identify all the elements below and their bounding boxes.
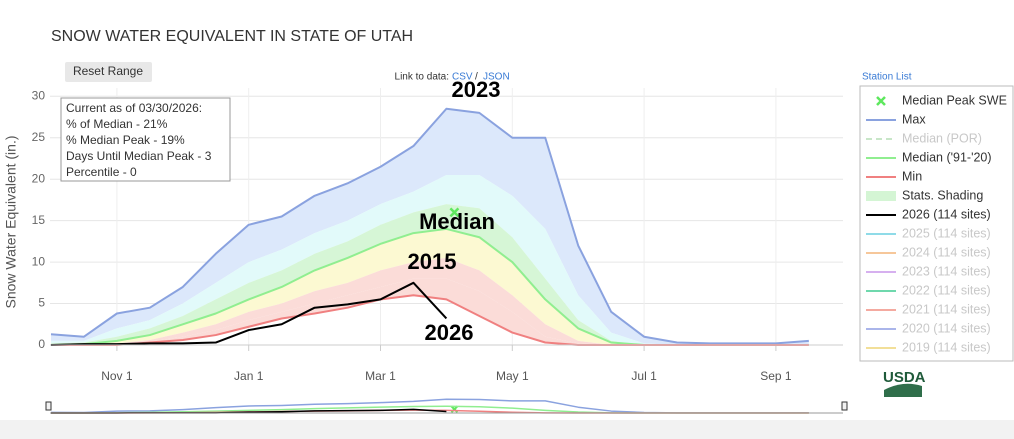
y-tick-label: 25 (32, 130, 46, 144)
link-json[interactable]: JSON (483, 72, 510, 83)
legend-marker (876, 96, 886, 106)
legend-label: 2024 (114 sites) (902, 245, 991, 259)
legend-label: 2021 (114 sites) (902, 302, 991, 316)
station-list[interactable]: Station List (862, 72, 912, 83)
annotation: 2026 (425, 320, 474, 345)
legend-label: Max (902, 112, 926, 126)
link-csv[interactable]: CSV (452, 72, 473, 83)
shading-band (51, 228, 809, 345)
series-line (50, 281, 448, 346)
legend-label: 2023 (114 sites) (902, 264, 991, 278)
legend-label: Median Peak SWE (902, 93, 1007, 107)
legend-label: 2020 (114 sites) (902, 321, 991, 335)
annotation: Median (419, 209, 495, 234)
y-tick-label: 5 (38, 296, 45, 310)
info-line: % Median Peak - 19% (66, 133, 185, 147)
info-line: Percentile - 0 (66, 165, 137, 179)
info-box (60, 97, 231, 182)
legend-label: Min (902, 169, 922, 183)
navigator-handle[interactable] (841, 401, 848, 411)
series-line (50, 107, 809, 345)
shading-band (51, 108, 809, 346)
reset-button-label[interactable]: Reset Range (73, 64, 143, 78)
legend-label: 2026 (114 sites) (902, 207, 991, 221)
info-line: Current as of 03/30/2026: (66, 101, 202, 115)
annotation: 2023 (452, 77, 501, 102)
legend-label: Median ('91-'20) (902, 150, 992, 164)
legend-label: 2022 (114 sites) (902, 283, 991, 297)
usda-logo: USDA (883, 369, 926, 397)
navigator (45, 398, 848, 414)
x-tick-label: Jul 1 (631, 369, 657, 383)
reset-button[interactable] (65, 62, 152, 82)
legend-box (859, 85, 1014, 362)
legend-label: Stats. Shading (902, 188, 983, 202)
x-tick-label: Nov 1 (101, 369, 133, 383)
y-tick-label: 10 (32, 254, 46, 268)
y-tick-label: 20 (32, 171, 46, 185)
y-tick-label: 15 (32, 213, 46, 227)
info-line: % of Median - 21% (66, 117, 168, 131)
x-tick-label: Mar 1 (365, 369, 396, 383)
info-line: Days Until Median Peak - 3 (66, 149, 212, 163)
navigator-handle[interactable] (45, 401, 52, 411)
legend-marker (866, 191, 896, 201)
link-sep: / (475, 72, 478, 83)
legend-label: 2019 (114 sites) (902, 340, 991, 354)
link-label: Link to data: (395, 72, 449, 83)
y-axis-label: Snow Water Equivalent (in.) (3, 136, 19, 309)
footer-strip (0, 420, 1014, 439)
median-peak-marker (449, 207, 460, 218)
y-tick-label: 30 (32, 88, 46, 102)
x-tick-label: Jan 1 (234, 369, 264, 383)
x-tick-label: Sep 1 (760, 369, 792, 383)
logo-shape (884, 383, 922, 397)
chart-title: SNOW WATER EQUIVALENT IN STATE OF UTAH (51, 28, 413, 45)
shading-band (51, 175, 809, 345)
logo-text: USDA (883, 369, 926, 386)
x-tick-label: May 1 (496, 369, 529, 383)
legend-label: Median (POR) (902, 131, 982, 145)
shading-band (51, 257, 809, 345)
y-tick-label: 0 (38, 337, 45, 351)
annotation: 2015 (408, 249, 457, 274)
legend-label: 2025 (114 sites) (902, 226, 991, 240)
